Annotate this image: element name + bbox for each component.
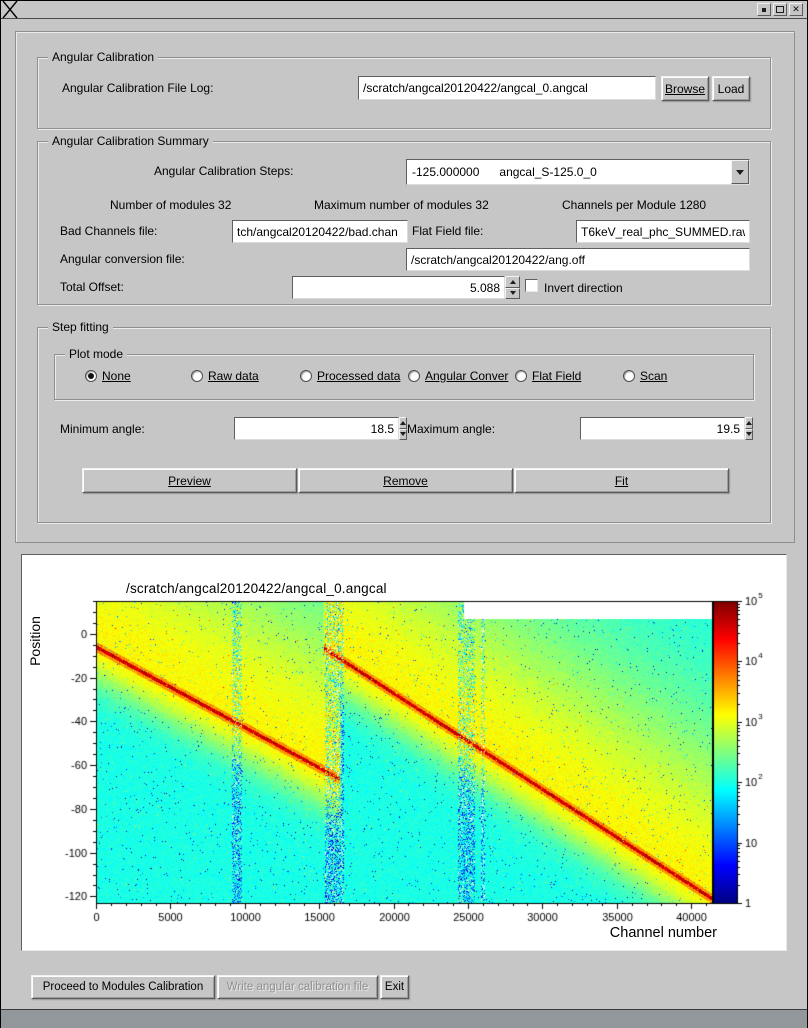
plot-mode-group-title: Plot mode: [65, 347, 128, 361]
fit-button[interactable]: Fit: [514, 468, 729, 493]
radio-icon: [191, 370, 203, 382]
angular-conversion-label: Angular conversion file:: [60, 252, 185, 266]
invert-direction-label: Invert direction: [544, 281, 623, 295]
proceed-modules-calibration-button[interactable]: Proceed to Modules Calibration: [31, 975, 215, 999]
max-modules-text: Maximum number of modules 32: [314, 198, 489, 212]
radio-icon: [408, 370, 420, 382]
close-button[interactable]: ✕: [789, 3, 803, 16]
radio-selected-icon: [85, 370, 97, 382]
exit-button[interactable]: Exit: [380, 975, 409, 999]
plot-mode-radio-flat-field[interactable]: Flat Field: [515, 369, 581, 383]
titlebar[interactable]: ✕: [1, 1, 807, 19]
total-offset-up-button[interactable]: [505, 276, 520, 288]
flat-field-label: Flat Field file:: [412, 224, 484, 238]
minimum-angle-label: Minimum angle:: [60, 422, 145, 436]
x11-logo-icon: [2, 1, 18, 19]
minimize-button[interactable]: [757, 3, 771, 16]
chevron-down-icon: [736, 169, 744, 175]
write-angular-calibration-button: Write angular calibration file: [217, 975, 378, 999]
browse-button[interactable]: Browse: [661, 76, 709, 101]
angular-calibration-group: Angular Calibration Angular Calibration …: [37, 50, 771, 129]
minimum-angle-up-button[interactable]: [399, 417, 407, 429]
maximize-button[interactable]: [773, 3, 787, 16]
plot-panel: /scratch/angcal20120422/angcal_0.angcal …: [21, 554, 787, 951]
bad-channels-label: Bad Channels file:: [60, 224, 158, 238]
calibration-steps-label: Angular Calibration Steps:: [154, 164, 294, 178]
combo-dropdown-button[interactable]: [731, 160, 749, 184]
step-fitting-group-title: Step fitting: [48, 320, 113, 334]
arrow-up-icon: [400, 420, 406, 425]
plot-mode-group: Plot mode None Raw data Processed data A…: [54, 347, 754, 400]
preview-button[interactable]: Preview: [82, 468, 297, 493]
step-fitting-group: Step fitting Plot mode None Raw data Pro…: [37, 320, 771, 523]
radio-icon: [515, 370, 527, 382]
maximize-icon: [776, 6, 784, 13]
maximum-angle-spinbox: [580, 417, 753, 440]
window-bottom-edge: [1, 1009, 807, 1028]
calibration-form-panel: [15, 31, 795, 543]
angular-calibration-group-title: Angular Calibration: [48, 50, 159, 64]
close-icon: ✕: [792, 4, 800, 14]
remove-button[interactable]: Remove: [298, 468, 513, 493]
titlebar-buttons: ✕: [757, 3, 803, 16]
calibration-steps-combobox[interactable]: -125.000000 angcal_S-125.0_0: [406, 159, 750, 185]
maximum-angle-spin-buttons: [745, 417, 753, 440]
minimum-angle-spin-buttons: [399, 417, 407, 440]
channels-per-module-text: Channels per Module 1280: [562, 198, 707, 212]
minimum-angle-spinbox: [234, 417, 407, 440]
maximum-angle-label: Maximum angle:: [407, 422, 496, 436]
calibration-steps-value: -125.000000 angcal_S-125.0_0: [412, 165, 597, 179]
minimum-angle-input[interactable]: [234, 417, 399, 440]
y-axis-label: Position: [27, 616, 43, 666]
total-offset-spinbox: [292, 276, 520, 299]
angular-calibration-summary-group: Angular Calibration Summary Angular Cali…: [37, 134, 771, 305]
minimum-angle-down-button[interactable]: [399, 428, 407, 440]
total-offset-label: Total Offset:: [60, 280, 124, 294]
radio-icon: [300, 370, 312, 382]
arrow-up-icon: [509, 279, 516, 284]
minimize-icon: [762, 7, 766, 12]
maximum-angle-input[interactable]: [580, 417, 745, 440]
plot-mode-radio-processed-data[interactable]: Processed data: [300, 369, 400, 383]
arrow-up-icon: [746, 420, 752, 425]
maximum-angle-down-button[interactable]: [745, 428, 753, 440]
x-axis-label: Channel number: [609, 925, 717, 941]
plot-mode-radio-scan[interactable]: Scan: [623, 369, 667, 383]
bad-channels-input[interactable]: [232, 220, 408, 243]
file-log-input[interactable]: [358, 76, 656, 100]
angular-conversion-input[interactable]: [406, 248, 750, 271]
total-offset-spin-buttons: [505, 276, 520, 299]
total-offset-down-button[interactable]: [505, 287, 520, 299]
arrow-down-icon: [400, 432, 406, 437]
flat-field-input[interactable]: [576, 220, 750, 243]
maximum-angle-up-button[interactable]: [745, 417, 753, 429]
file-log-label: Angular Calibration File Log:: [62, 81, 214, 95]
load-button[interactable]: Load: [712, 76, 750, 101]
radio-icon: [623, 370, 635, 382]
arrow-down-icon: [509, 291, 516, 296]
invert-direction-checkbox[interactable]: [525, 279, 538, 292]
heatmap-canvas[interactable]: [22, 555, 786, 950]
plot-mode-radio-angular-conversion[interactable]: Angular Conver: [408, 369, 508, 383]
total-offset-input[interactable]: [292, 276, 505, 299]
plot-mode-radio-none[interactable]: None: [85, 369, 131, 383]
num-modules-text: Number of modules 32: [110, 198, 232, 212]
arrow-down-icon: [746, 432, 752, 437]
plot-mode-radio-raw-data[interactable]: Raw data: [191, 369, 259, 383]
plot-title: /scratch/angcal20120422/angcal_0.angcal: [126, 581, 387, 596]
summary-group-title: Angular Calibration Summary: [48, 134, 213, 148]
